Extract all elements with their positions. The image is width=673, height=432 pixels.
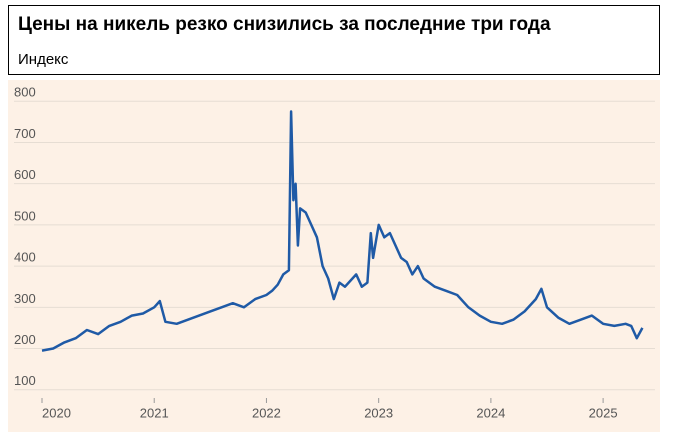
x-tick-label: 2020 xyxy=(42,405,71,420)
x-tick-label: 2023 xyxy=(364,405,393,420)
chart-title: Цены на никель резко снизились за послед… xyxy=(18,14,551,35)
y-tick-label: 500 xyxy=(14,208,36,223)
data-line xyxy=(41,110,644,352)
y-tick-label: 800 xyxy=(14,85,36,100)
x-tick-label: 2024 xyxy=(476,405,505,420)
chart-subtitle: Индекс xyxy=(18,51,69,68)
y-tick-label: 400 xyxy=(14,250,36,265)
x-tick-label: 2022 xyxy=(252,405,281,420)
plot-background xyxy=(8,80,660,432)
y-tick-label: 600 xyxy=(14,167,36,182)
y-tick-label: 100 xyxy=(14,373,36,388)
x-tick-label: 2025 xyxy=(589,405,618,420)
x-tick-label: 2021 xyxy=(140,405,169,420)
y-tick-label: 700 xyxy=(14,126,36,141)
header: Цены на никель резко снизились за послед… xyxy=(8,5,660,75)
y-tick-label: 200 xyxy=(14,332,36,347)
y-tick-label: 300 xyxy=(14,291,36,306)
